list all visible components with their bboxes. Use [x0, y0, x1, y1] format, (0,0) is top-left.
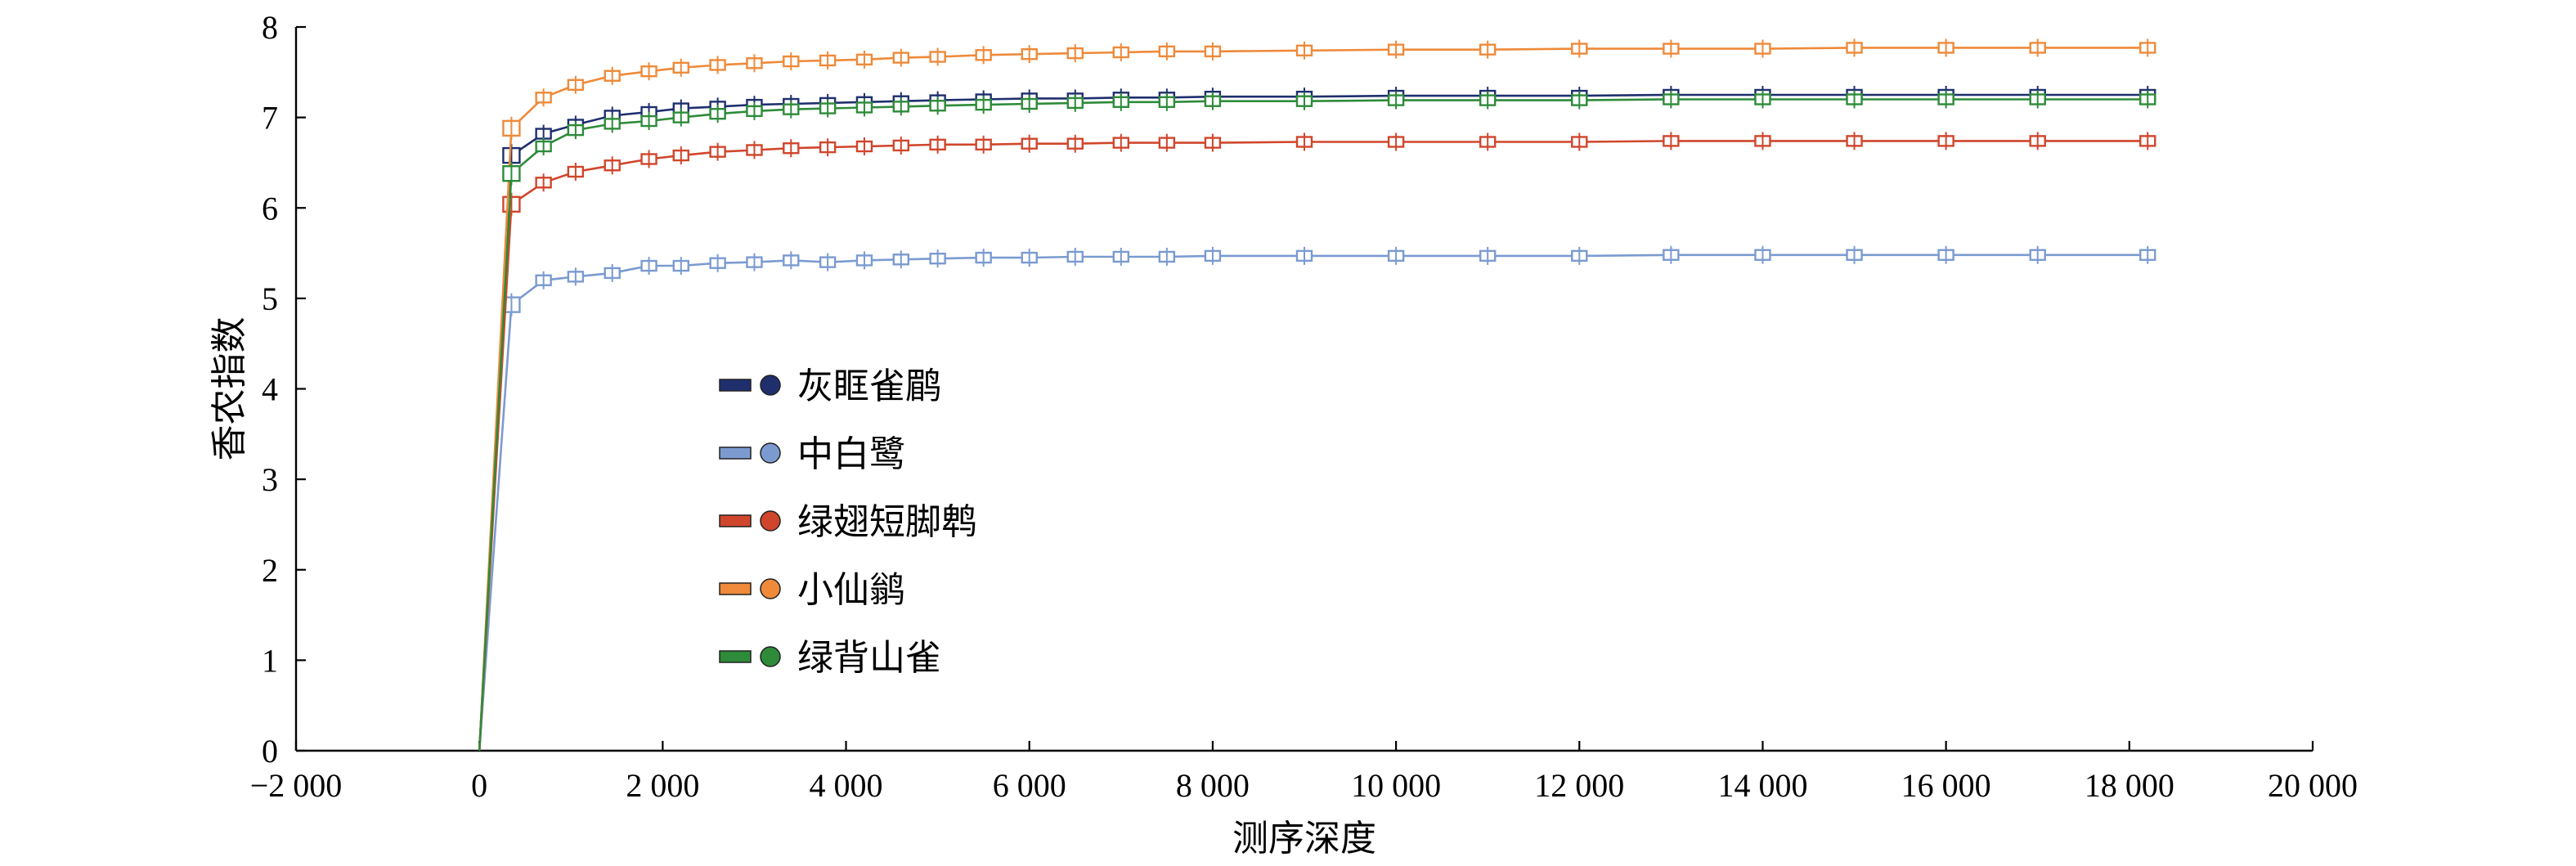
x-tick-label: 4 000 [810, 767, 883, 804]
x-tick-label: 10 000 [1351, 767, 1441, 804]
x-tick-label: 18 000 [2085, 767, 2174, 804]
y-tick-label: 4 [262, 371, 278, 408]
x-tick-label: 6 000 [993, 767, 1066, 804]
x-tick-label: 2 000 [626, 767, 699, 804]
axes: −2 000 0 2 000 4 000 6 000 8 000 10 000 12 000 1… [250, 9, 2358, 804]
legend-box-swatch [719, 514, 752, 527]
series-line [478, 47, 2148, 752]
y-tick-label: 5 [262, 280, 278, 317]
legend-item-2: 中白鹭 [719, 433, 905, 475]
y-tick-label: 8 [262, 9, 278, 46]
x-tick-label: 20 000 [2268, 767, 2358, 804]
x-tick-label: 0 [471, 767, 487, 804]
legend-label: 绿背山雀 [797, 637, 941, 679]
series-2 [478, 245, 2156, 752]
x-tick-label: 14 000 [1717, 767, 1807, 804]
x-tick-label: −2 000 [250, 767, 343, 804]
legend-item-4: 小仙鹟 [719, 569, 905, 611]
x-axis-title: 测序深度 [1232, 818, 1376, 859]
legend-box-swatch [719, 582, 752, 595]
series-4 [478, 38, 2156, 752]
legend-label: 绿翅短脚鹎 [797, 501, 977, 543]
legend-dot-swatch [760, 646, 781, 667]
legend-dot-swatch [760, 442, 781, 464]
legend-item-3: 绿翅短脚鹎 [719, 501, 977, 543]
legend-label: 中白鹭 [797, 433, 905, 475]
legend-item-1: 灰眶雀鹛 [719, 366, 941, 407]
legend-item-5: 绿背山雀 [719, 637, 941, 679]
x-tick-label: 8 000 [1176, 767, 1250, 804]
y-tick-label: 1 [262, 642, 278, 679]
y-tick-label: 7 [262, 100, 278, 137]
y-tick-label: 2 [262, 552, 278, 589]
legend-dot-swatch [760, 375, 781, 396]
series-layer [478, 38, 2156, 752]
legend-dot-swatch [760, 510, 781, 532]
legend-box-swatch [719, 446, 752, 460]
x-tick-label: 16 000 [1901, 767, 1991, 804]
y-tick-label: 0 [262, 733, 278, 770]
x-tick-label: 12 000 [1534, 767, 1624, 804]
y-tick-label: 3 [262, 461, 278, 498]
series-line [478, 254, 2148, 752]
legend-dot-swatch [760, 578, 781, 599]
y-axis-title: 香农指数 [209, 317, 250, 461]
legend-label: 灰眶雀鹛 [797, 366, 941, 407]
y-tick-label: 6 [262, 190, 278, 227]
series-5 [478, 90, 2156, 752]
legend-label: 小仙鹟 [797, 569, 905, 611]
legend-box-swatch [719, 650, 752, 663]
series-3 [478, 132, 2156, 752]
legend-box-swatch [719, 379, 752, 392]
